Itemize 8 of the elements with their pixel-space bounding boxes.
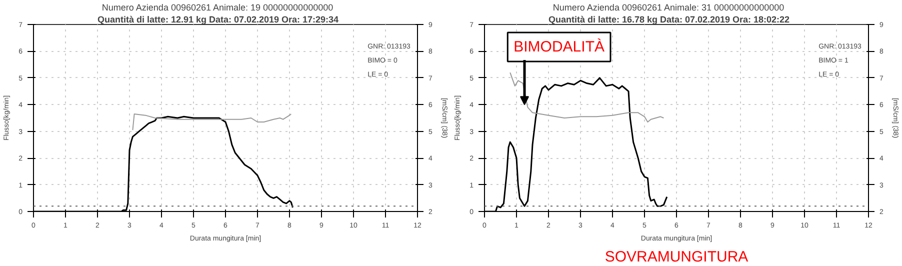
line-series bbox=[510, 72, 664, 123]
chart-title: Numero Azienda 00960261 Animale: 19 00000000000000 bbox=[102, 2, 334, 12]
annotation: BIMODALITÀ bbox=[514, 37, 604, 56]
chart-subtitle: Quantità di latte: 16.78 kg Data: 07.02.2019 Ora: 18:02:22 bbox=[548, 14, 790, 24]
chart-title: Numero Azienda 00960261 Animale: 31 00000000000000 bbox=[552, 2, 784, 12]
line-series bbox=[132, 113, 292, 131]
chart-subtitle: Quantità di latte: 12.91 kg Data: 07.02.2019 Ora: 17:29:34 bbox=[97, 14, 339, 24]
text: SOVRAMUNGITURA bbox=[604, 248, 748, 266]
